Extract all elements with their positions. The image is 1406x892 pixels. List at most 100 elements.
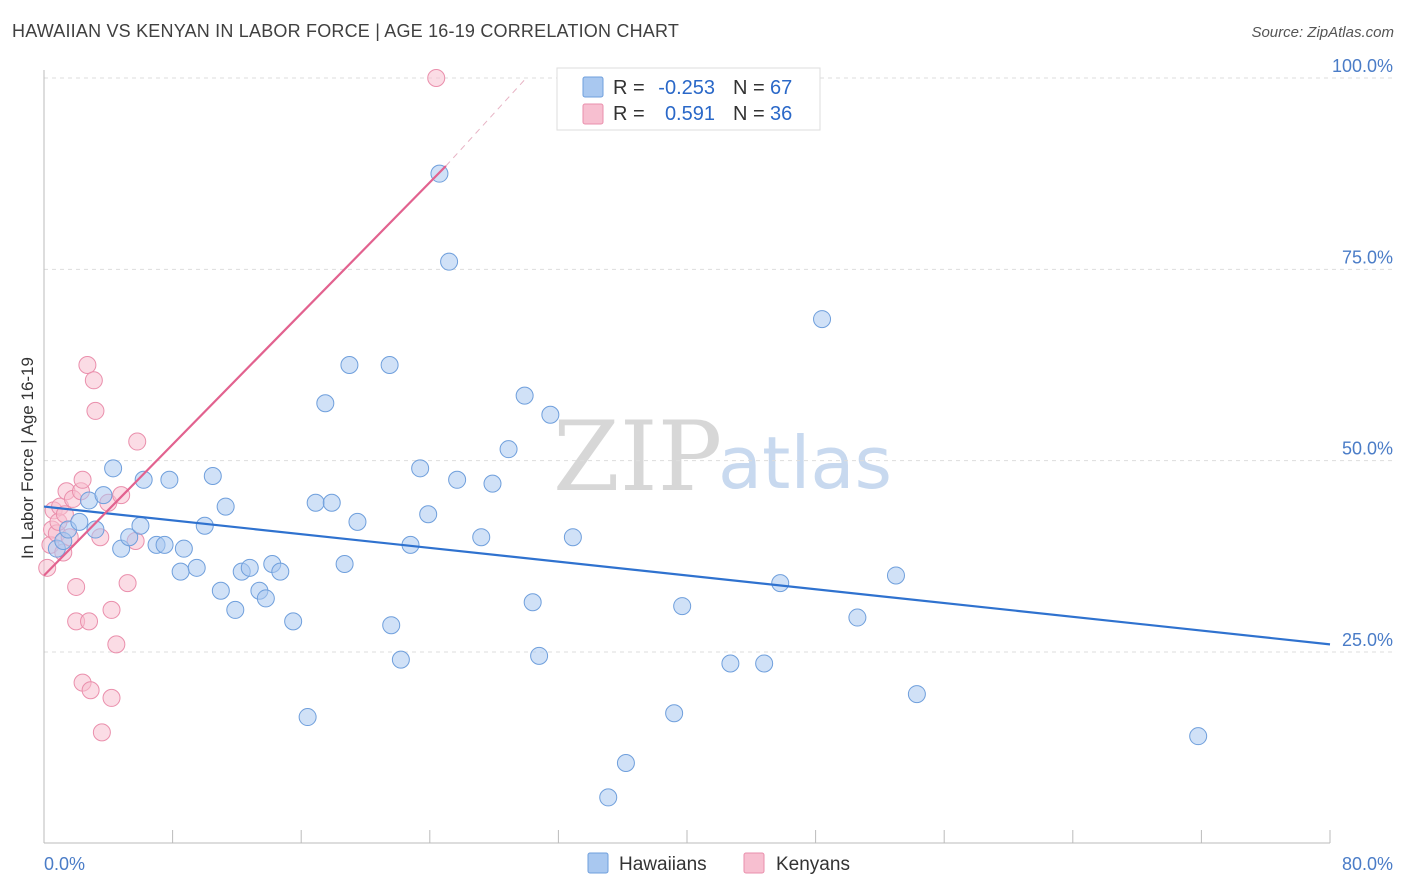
data-point [102,688,121,707]
chart-title: HAWAIIAN VS KENYAN IN LABOR FORCE | AGE … [12,21,680,41]
data-point [440,252,459,271]
data-point [203,466,222,485]
data-point [107,635,126,654]
stats-legend: R = -0.253 N = 67 R = 0.591 N = 36 [556,67,821,131]
y-tick-label: 100.0% [1332,56,1393,76]
data-point [211,581,230,600]
data-point [80,612,99,631]
data-point [316,394,335,413]
data-point [322,493,341,512]
data-point [160,470,179,489]
data-point [92,723,111,742]
data-point [171,562,190,581]
legend-swatch-hawaiians [582,76,604,98]
data-point [541,405,560,424]
data-point [128,432,147,451]
data-point [907,685,926,704]
data-point [427,69,446,87]
bottom-legend-swatch-hawaiians [587,852,609,874]
y-tick-labels: 25.0% 50.0% 75.0% 100.0% [1332,56,1393,650]
trend-lines [43,77,1331,646]
data-point [599,788,618,807]
data-point [78,356,97,374]
y-tick-label: 50.0% [1342,439,1393,459]
data-point [335,554,354,573]
data-point [94,486,113,505]
data-point [419,505,438,524]
data-point [530,646,549,665]
legend-n-value-2: 36 [770,103,792,125]
data-point [306,493,325,512]
y-tick-label: 75.0% [1342,247,1393,267]
data-point [448,470,467,489]
trend-line-hawaiians [43,505,1331,646]
data-point [174,539,193,558]
series-kenyans [38,69,446,742]
data-point [271,562,290,581]
bottom-legend-swatch-kenyans [743,852,765,874]
legend-n-label-2: N = [733,103,765,125]
data-point [118,574,137,593]
trend-line-kenyans [43,165,447,577]
data-point [195,516,214,535]
trend-extension-kenyans [445,77,527,167]
series-legend: Hawaiians Kenyans [587,852,850,875]
data-point [755,654,774,673]
data-point [886,566,905,585]
data-point [112,486,131,505]
watermark-zip: ZIP [553,401,722,513]
data-point [563,528,582,547]
data-point [771,574,790,593]
x-ticks [43,830,1331,843]
data-point [67,577,86,596]
data-point [515,386,534,405]
x-tick-label-max: 80.0% [1342,854,1393,874]
data-point [499,440,518,459]
data-point [120,528,139,547]
legend-n-label-1: N = [733,77,765,99]
data-point [134,470,153,489]
source-label: Source: ZipAtlas.com [1251,24,1394,41]
data-point [665,704,684,723]
data-point [70,512,89,531]
data-point [86,520,105,539]
y-axis-label: In Labor Force | Age 16-19 [18,357,37,559]
watermark-atlas: atlas [718,421,892,505]
data-point [38,558,57,577]
bottom-legend-kenyans: Kenyans [776,854,850,875]
data-point [216,497,235,516]
data-point [298,708,317,727]
data-point [813,310,832,329]
data-point [382,616,401,635]
data-point [187,558,206,577]
data-point [256,589,275,608]
data-point [84,371,103,390]
data-point [348,512,367,531]
data-point [673,597,692,616]
data-point [411,459,430,478]
data-point [523,593,542,612]
y-tick-label: 25.0% [1342,630,1393,650]
x-tick-label-min: 0.0% [44,854,85,874]
data-point [104,459,123,478]
legend-r-value-2: 0.591 [665,103,715,125]
series-hawaiians [47,164,1208,807]
data-point [86,401,105,420]
legend-n-value-1: 67 [770,77,792,99]
data-point [155,535,174,554]
data-point [226,600,245,619]
data-point [483,474,502,493]
data-point [391,650,410,669]
bottom-legend-hawaiians: Hawaiians [619,854,707,875]
data-point [284,612,303,631]
data-point [380,356,399,374]
data-point [721,654,740,673]
legend-r-label-1: R = [613,77,645,99]
data-point [848,608,867,627]
legend-swatch-kenyans [582,103,604,125]
data-point [73,470,92,489]
data-point [340,356,359,374]
data-point [81,681,100,700]
data-point [131,516,150,535]
